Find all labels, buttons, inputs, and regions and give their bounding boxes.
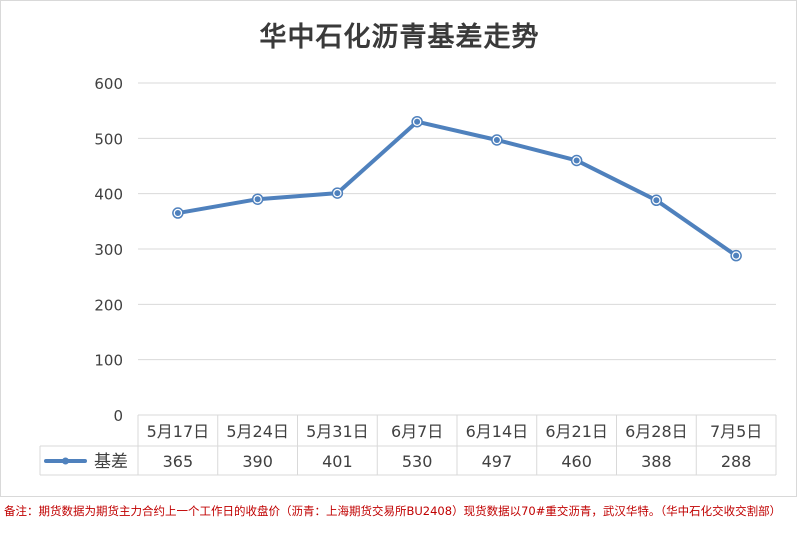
table-value: 460 <box>561 452 592 471</box>
x-category-label: 5月17日 <box>147 422 210 441</box>
table-value: 401 <box>322 452 353 471</box>
line-chart: 0 100 200 300 400 500 600 5月17日 365 5月24日 390 5月31日… <box>39 75 777 476</box>
data-point-inner <box>174 210 181 217</box>
x-category-label: 5月31日 <box>306 422 369 441</box>
legend-marker-swatch <box>62 457 69 465</box>
data-point-inner <box>653 197 660 204</box>
data-point-inner <box>414 118 421 125</box>
data-point-inner <box>254 196 261 203</box>
x-category-label: 6月7日 <box>391 422 443 441</box>
y-tick-label-300: 300 <box>94 241 123 259</box>
x-category-label: 6月21日 <box>545 422 608 441</box>
x-category-label: 6月28日 <box>625 422 688 441</box>
data-point-inner <box>334 190 341 197</box>
chart-title: 华中石化沥青基差走势 <box>259 22 540 53</box>
y-tick-label-500: 500 <box>94 130 123 148</box>
legend-series-label: 基差 <box>94 452 128 472</box>
x-category-label: 5月24日 <box>226 422 289 441</box>
data-point-inner <box>493 136 500 143</box>
y-tick-label-200: 200 <box>94 296 123 314</box>
x-category-label: 6月14日 <box>466 422 529 441</box>
table-value: 390 <box>242 452 273 471</box>
table-value: 365 <box>163 452 194 471</box>
data-point-inner <box>573 157 580 164</box>
footnote: 备注：期货数据为期货主力合约上一个工作日的收盘价（沥青：上海期货交易所BU240… <box>4 504 782 518</box>
table-value: 497 <box>482 452 513 471</box>
chart-frame: 华中石化沥青基差走势 0 100 200 300 400 500 600 5月17日 365 5月… <box>0 0 797 497</box>
table-value: 288 <box>721 452 752 471</box>
x-category-label: 7月5日 <box>710 422 762 441</box>
y-tick-label-400: 400 <box>94 186 123 204</box>
table-value: 530 <box>402 452 433 471</box>
data-point-inner <box>733 252 740 259</box>
y-tick-label-100: 100 <box>94 352 123 370</box>
y-tick-label-600: 600 <box>94 75 123 93</box>
y-tick-label-0: 0 <box>113 407 123 425</box>
series-line-jicha <box>175 119 739 258</box>
table-value: 388 <box>641 452 672 471</box>
